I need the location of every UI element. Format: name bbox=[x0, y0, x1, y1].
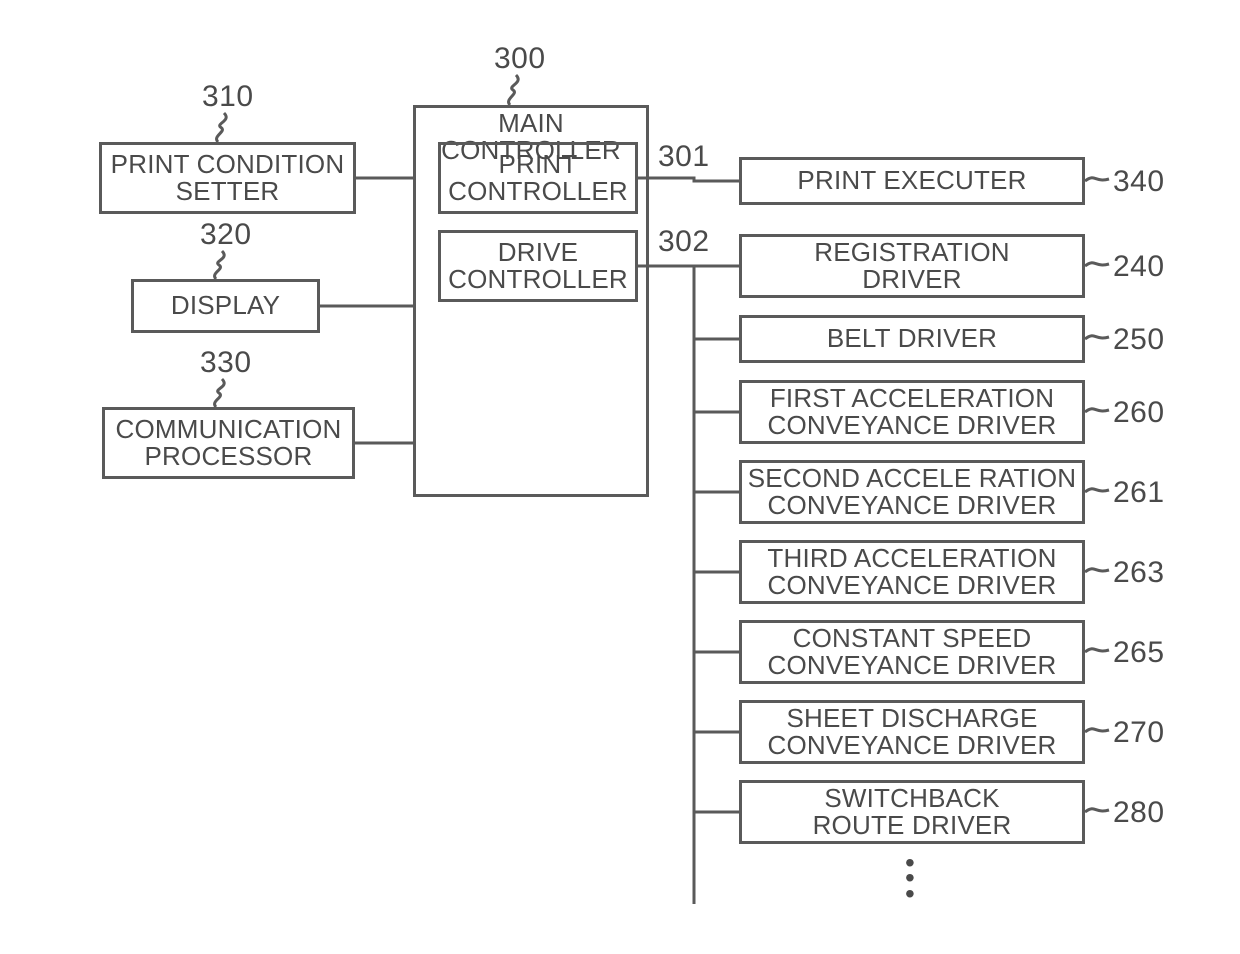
driver-box-260: FIRST ACCELERATIONCONVEYANCE DRIVER bbox=[739, 380, 1085, 444]
print-controller-label: PRINTCONTROLLER bbox=[448, 151, 628, 206]
driver-box-340: PRINT EXECUTER bbox=[739, 157, 1085, 205]
drive-controller-label: DRIVECONTROLLER bbox=[448, 239, 628, 294]
print-condition-setter-label: PRINT CONDITIONSETTER bbox=[111, 151, 345, 206]
ref-250: 250 bbox=[1113, 323, 1165, 357]
driver-label-270: SHEET DISCHARGECONVEYANCE DRIVER bbox=[768, 705, 1057, 760]
ref-270: 270 bbox=[1113, 716, 1165, 750]
ref-301: 301 bbox=[658, 140, 710, 174]
ref-320: 320 bbox=[200, 218, 252, 252]
ref-260: 260 bbox=[1113, 396, 1165, 430]
driver-box-265: CONSTANT SPEEDCONVEYANCE DRIVER bbox=[739, 620, 1085, 684]
driver-label-240: REGISTRATIONDRIVER bbox=[814, 239, 1009, 294]
ref-240: 240 bbox=[1113, 250, 1165, 284]
driver-box-263: THIRD ACCELERATIONCONVEYANCE DRIVER bbox=[739, 540, 1085, 604]
continuation-dots: ••• bbox=[905, 855, 915, 901]
ref-263: 263 bbox=[1113, 556, 1165, 590]
ref-300: 300 bbox=[494, 42, 546, 76]
ref-280: 280 bbox=[1113, 796, 1165, 830]
display-box: DISPLAY bbox=[131, 279, 320, 333]
communication-processor-label: COMMUNICATIONPROCESSOR bbox=[116, 416, 342, 471]
driver-box-280: SWITCHBACKROUTE DRIVER bbox=[739, 780, 1085, 844]
driver-box-270: SHEET DISCHARGECONVEYANCE DRIVER bbox=[739, 700, 1085, 764]
communication-processor-box: COMMUNICATIONPROCESSOR bbox=[102, 407, 355, 479]
driver-label-263: THIRD ACCELERATIONCONVEYANCE DRIVER bbox=[767, 545, 1056, 600]
driver-box-250: BELT DRIVER bbox=[739, 315, 1085, 363]
print-controller-box: PRINTCONTROLLER bbox=[438, 142, 638, 214]
print-condition-setter-box: PRINT CONDITIONSETTER bbox=[99, 142, 356, 214]
ref-340: 340 bbox=[1113, 165, 1165, 199]
driver-label-340: PRINT EXECUTER bbox=[797, 167, 1026, 194]
driver-box-240: REGISTRATIONDRIVER bbox=[739, 234, 1085, 298]
drive-controller-box: DRIVECONTROLLER bbox=[438, 230, 638, 302]
driver-label-250: BELT DRIVER bbox=[827, 325, 997, 352]
ref-302: 302 bbox=[658, 225, 710, 259]
driver-label-261: SECOND ACCELE RATIONCONVEYANCE DRIVER bbox=[748, 465, 1077, 520]
ref-265: 265 bbox=[1113, 636, 1165, 670]
display-label: DISPLAY bbox=[171, 292, 280, 319]
driver-box-261: SECOND ACCELE RATIONCONVEYANCE DRIVER bbox=[739, 460, 1085, 524]
ref-261: 261 bbox=[1113, 476, 1165, 510]
driver-label-280: SWITCHBACKROUTE DRIVER bbox=[813, 785, 1012, 840]
ref-330: 330 bbox=[200, 346, 252, 380]
ref-310: 310 bbox=[202, 80, 254, 114]
driver-label-260: FIRST ACCELERATIONCONVEYANCE DRIVER bbox=[768, 385, 1057, 440]
driver-label-265: CONSTANT SPEEDCONVEYANCE DRIVER bbox=[768, 625, 1057, 680]
